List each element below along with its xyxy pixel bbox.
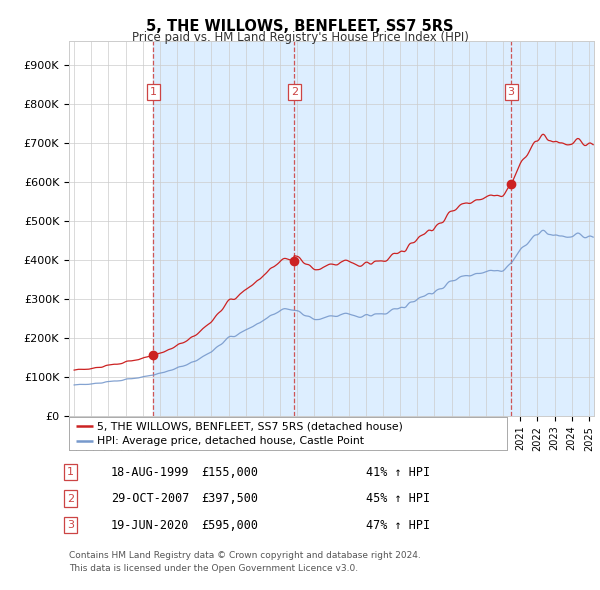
Bar — [511, 41, 600, 416]
Text: HPI: Average price, detached house, Castle Point: HPI: Average price, detached house, Cast… — [97, 437, 364, 447]
Text: 1: 1 — [150, 87, 157, 97]
Text: £397,500: £397,500 — [201, 492, 258, 505]
Text: 5, THE WILLOWS, BENFLEET, SS7 5RS: 5, THE WILLOWS, BENFLEET, SS7 5RS — [146, 19, 454, 34]
Bar — [294, 41, 511, 416]
Text: 3: 3 — [67, 520, 74, 530]
Text: 2: 2 — [291, 87, 298, 97]
Text: 5, THE WILLOWS, BENFLEET, SS7 5RS (detached house): 5, THE WILLOWS, BENFLEET, SS7 5RS (detac… — [97, 421, 403, 431]
Text: 2: 2 — [67, 494, 74, 503]
Bar — [154, 41, 294, 416]
Text: Price paid vs. HM Land Registry's House Price Index (HPI): Price paid vs. HM Land Registry's House … — [131, 31, 469, 44]
Text: 45% ↑ HPI: 45% ↑ HPI — [366, 492, 430, 505]
Text: 41% ↑ HPI: 41% ↑ HPI — [366, 466, 430, 478]
Text: £595,000: £595,000 — [201, 519, 258, 532]
Text: 1: 1 — [67, 467, 74, 477]
Text: 29-OCT-2007: 29-OCT-2007 — [111, 492, 190, 505]
Text: £155,000: £155,000 — [201, 466, 258, 478]
Text: This data is licensed under the Open Government Licence v3.0.: This data is licensed under the Open Gov… — [69, 564, 358, 573]
Text: 3: 3 — [508, 87, 515, 97]
Text: 19-JUN-2020: 19-JUN-2020 — [111, 519, 190, 532]
Text: 47% ↑ HPI: 47% ↑ HPI — [366, 519, 430, 532]
Text: 18-AUG-1999: 18-AUG-1999 — [111, 466, 190, 478]
Text: Contains HM Land Registry data © Crown copyright and database right 2024.: Contains HM Land Registry data © Crown c… — [69, 551, 421, 560]
